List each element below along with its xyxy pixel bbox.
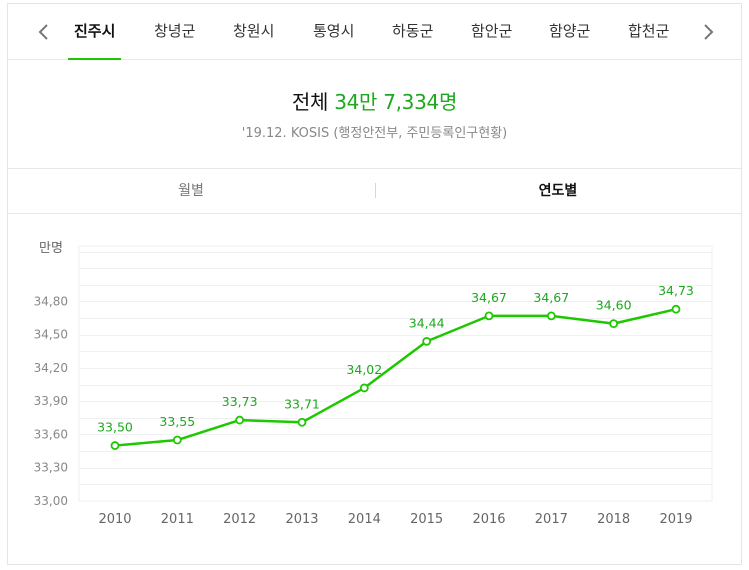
tab-monthly[interactable]: 월별 bbox=[178, 183, 204, 199]
y-tick-label: 34,50 bbox=[34, 328, 68, 342]
data-point bbox=[609, 319, 619, 329]
tab-yearly[interactable]: 연도별 bbox=[538, 183, 578, 199]
data-label: 34,67 bbox=[533, 290, 569, 305]
x-tick-label: 2019 bbox=[659, 512, 692, 527]
chevron-right-icon[interactable] bbox=[692, 4, 726, 59]
x-tick-label: 2016 bbox=[472, 512, 505, 527]
x-tick-label: 2014 bbox=[348, 512, 381, 527]
y-tick-label: 34,20 bbox=[34, 361, 68, 375]
series-line bbox=[114, 307, 677, 447]
population-chart: 만명 33,00 33,30 33,60 33,90 34,20 34,50 34,80 20… bbox=[8, 214, 741, 564]
total-value: 34만 7,334명 bbox=[334, 90, 458, 114]
tab-region-2[interactable]: 창녕군 bbox=[154, 22, 196, 40]
data-point bbox=[484, 311, 494, 321]
y-tick-label: 33,90 bbox=[34, 394, 68, 408]
x-tick-label: 2013 bbox=[285, 512, 318, 527]
data-label: 34,44 bbox=[409, 315, 445, 330]
data-point bbox=[297, 417, 307, 427]
x-tick-label: 2010 bbox=[98, 512, 131, 527]
data-label: 33,73 bbox=[222, 394, 258, 409]
population-summary: 전체 34만 7,334명 '19.12. KOSIS (행정안전부, 주민등록… bbox=[8, 60, 741, 169]
y-tick-label: 33,60 bbox=[34, 427, 68, 441]
period-tab-bar: 월별 연도별 bbox=[8, 169, 741, 214]
data-source: '19.12. KOSIS (행정안전부, 주민등록인구현황) bbox=[241, 126, 508, 141]
y-tick-label: 33,00 bbox=[34, 494, 68, 508]
line-chart: 33,00 33,30 33,60 33,90 34,20 34,50 34,80 2010 2… bbox=[34, 245, 713, 527]
tab-region-5[interactable]: 하동군 bbox=[392, 22, 434, 40]
y-tick-label: 34,80 bbox=[34, 294, 68, 308]
data-point bbox=[359, 383, 369, 393]
x-tick-label: 2015 bbox=[410, 512, 443, 527]
tab-region-6[interactable]: 함안군 bbox=[471, 22, 513, 40]
x-tick-label: 2012 bbox=[223, 512, 256, 527]
y-tick-label: 33,30 bbox=[34, 461, 68, 475]
x-tick-label: 2017 bbox=[535, 512, 568, 527]
chevron-left-icon[interactable] bbox=[26, 4, 60, 59]
data-point bbox=[110, 441, 120, 450]
x-tick-label: 2018 bbox=[597, 512, 630, 527]
data-point bbox=[671, 304, 681, 314]
x-tick-label: 2011 bbox=[161, 512, 194, 527]
region-tab-bar: 진주시 창녕군 창원시 통영시 하동군 함안군 함양군 합천군 bbox=[8, 4, 741, 60]
data-label: 33,50 bbox=[97, 420, 133, 435]
tab-region-1[interactable]: 진주시 bbox=[67, 4, 122, 60]
total-population: 전체 34만 7,334명 bbox=[8, 86, 741, 115]
plot-frame bbox=[78, 245, 713, 502]
data-label: 34,67 bbox=[471, 290, 507, 305]
total-label: 전체 bbox=[291, 90, 329, 114]
tab-region-7[interactable]: 함양군 bbox=[549, 22, 591, 40]
data-label: 33,71 bbox=[284, 396, 320, 411]
data-label: 34,73 bbox=[658, 283, 694, 298]
data-point bbox=[172, 435, 182, 445]
data-label: 34,60 bbox=[596, 298, 632, 313]
period-divider bbox=[375, 183, 376, 198]
population-widget: 진주시 창녕군 창원시 통영시 하동군 함안군 함양군 합천군 전체 34만 7… bbox=[7, 3, 742, 565]
y-unit-label: 만명 bbox=[39, 241, 63, 256]
tab-region-3[interactable]: 창원시 bbox=[233, 22, 275, 40]
data-label: 33,55 bbox=[159, 414, 195, 429]
tab-region-8[interactable]: 합천군 bbox=[628, 22, 670, 40]
data-label: 34,02 bbox=[346, 362, 382, 377]
data-point bbox=[546, 311, 556, 321]
data-point bbox=[422, 336, 432, 346]
data-point bbox=[235, 415, 245, 425]
tab-region-4[interactable]: 통영시 bbox=[313, 22, 355, 40]
